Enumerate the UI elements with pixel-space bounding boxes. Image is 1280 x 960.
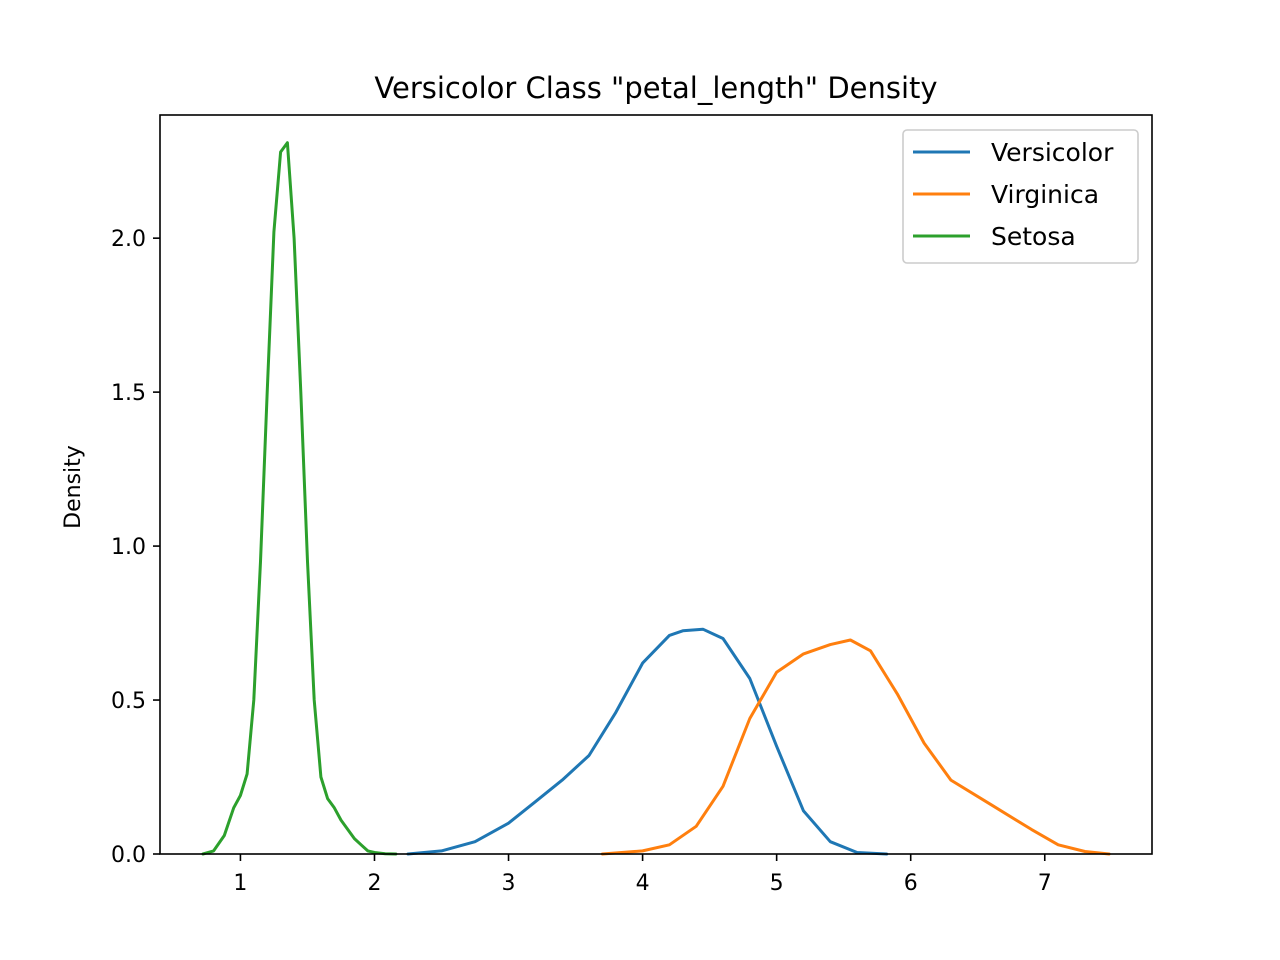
legend-box (902, 129, 1139, 264)
x-tick-label: 1 (233, 871, 247, 896)
series-line-setosa (201, 141, 398, 856)
x-tick-label: 4 (636, 871, 650, 896)
x-tick-label: 2 (367, 871, 381, 896)
x-tick-label: 5 (770, 871, 784, 896)
chart-title: Versicolor Class "petal_length" Density (374, 71, 937, 105)
legend-label-virginica: Virginica (991, 180, 1099, 209)
legend-label-setosa: Setosa (991, 222, 1076, 251)
legend: Versicolor Virginica Setosa (902, 129, 1139, 264)
y-tick-label: 0.5 (111, 689, 146, 714)
y-tick-label: 1.5 (111, 381, 146, 406)
series-line-versicolor (406, 627, 889, 856)
axes-frame (159, 114, 1153, 855)
y-tick-label: 0.0 (111, 843, 146, 868)
y-axis: 0.0 0.5 1.0 1.5 2.0 (111, 227, 160, 868)
x-axis: 1 2 3 4 5 6 7 (233, 854, 1052, 896)
plot-area (201, 141, 1111, 856)
x-tick-label: 3 (502, 871, 516, 896)
x-tick-label: 7 (1038, 871, 1052, 896)
series-line-virginica (600, 638, 1111, 856)
y-tick-label: 2.0 (111, 227, 146, 252)
legend-label-versicolor: Versicolor (991, 138, 1114, 167)
y-axis-label: Density (61, 445, 86, 529)
x-tick-label: 6 (904, 871, 918, 896)
y-tick-label: 1.0 (111, 535, 146, 560)
